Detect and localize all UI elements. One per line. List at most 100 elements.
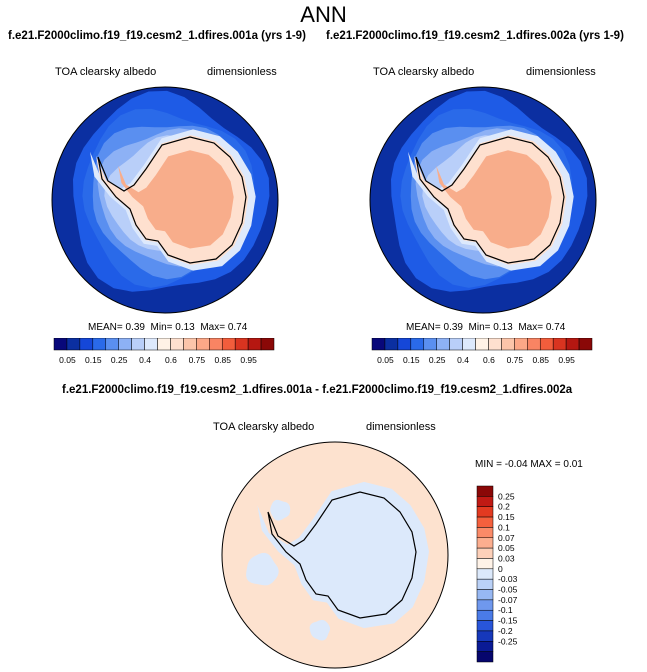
panel-3-max: 0.01 xyxy=(563,459,583,470)
colorbar-label: 0 xyxy=(498,564,503,574)
coastline xyxy=(415,136,565,264)
colorbar-swatch xyxy=(209,338,223,351)
colorbar-swatch xyxy=(476,485,494,497)
colorbar-swatch xyxy=(131,338,145,351)
colorbar-swatch xyxy=(552,338,567,351)
colorbar-swatch xyxy=(449,338,463,351)
panel-1-max: 0.74 xyxy=(227,322,248,333)
panel-1-min-label: Min= xyxy=(150,322,173,333)
colorbar-swatch xyxy=(527,338,541,351)
colorbar-label: 0.25 xyxy=(429,355,446,365)
panel-1-mean: 0.39 xyxy=(125,322,145,333)
coastline xyxy=(97,136,247,264)
coastline xyxy=(267,491,417,619)
panel-2-mean: 0.39 xyxy=(443,322,463,333)
negative-difference-patch xyxy=(246,552,279,586)
colorbar-label: 0.95 xyxy=(558,355,575,365)
panel-1-mean-label: MEAN= xyxy=(88,322,123,333)
colorbar-swatch xyxy=(144,338,158,351)
colorbar-label: -0.03 xyxy=(498,574,518,584)
map-border xyxy=(369,86,597,314)
colorbar-swatch xyxy=(384,338,399,351)
colorbar-swatch xyxy=(92,338,107,351)
map-border xyxy=(51,86,279,314)
colorbar-label: 0.05 xyxy=(377,355,394,365)
panel-2-min-label: Min= xyxy=(468,322,491,333)
colorbar-swatch xyxy=(476,620,494,632)
panel-3-polar-map xyxy=(221,441,449,669)
colorbar-swatch xyxy=(247,338,262,351)
colorbar-swatch xyxy=(462,338,476,351)
panel-3-title: f.e21.F2000climo.f19_f19.cesm2_1.dfires.… xyxy=(62,384,573,396)
colorbar-label: 0.25 xyxy=(111,355,128,365)
panel-3-min: -0.04 xyxy=(504,459,528,470)
panel-2-colorbar: 0.05 0.15 0.25 0.4 0.6 0.75 0.85 0.95 xyxy=(371,338,593,365)
colorbar-label: 0.4 xyxy=(139,355,151,365)
colorbar-swatch xyxy=(476,506,494,518)
colorbar-swatch xyxy=(170,338,184,351)
colorbar-swatch xyxy=(157,338,171,351)
panel-3-stats: MIN = -0.04 MAX = 0.01 xyxy=(475,459,583,470)
negative-difference-patch xyxy=(270,499,291,521)
panel-1-variable: TOA clearsky albedo xyxy=(55,66,157,78)
panel-2-title: f.e21.F2000climo.f19_f19.cesm2_1.dfires.… xyxy=(326,30,624,42)
colorbar-label: 0.03 xyxy=(498,553,515,563)
colorbar-label: 0.05 xyxy=(59,355,76,365)
panel-2-max-label: Max= xyxy=(518,322,544,333)
colorbar-label: -0.07 xyxy=(498,595,518,605)
colorbar-label: -0.25 xyxy=(498,636,518,646)
colorbar-label: -0.1 xyxy=(498,605,513,615)
colorbar-label: 0.1 xyxy=(498,522,510,532)
colorbar-swatch xyxy=(260,338,275,351)
panel-2-max: 0.74 xyxy=(545,322,566,333)
colorbar-label: 0.75 xyxy=(189,355,206,365)
colorbar-swatch xyxy=(565,338,580,351)
panel-2-min: 0.13 xyxy=(493,322,513,333)
colorbar-swatch xyxy=(476,527,494,539)
colorbar-swatch xyxy=(423,338,437,351)
colorbar-swatch xyxy=(476,568,494,580)
panel-1-units: dimensionless xyxy=(207,66,277,78)
panel-3-max-label: MAX = xyxy=(530,459,561,470)
colorbar-swatch xyxy=(476,630,494,642)
panel-3-variable: TOA clearsky albedo xyxy=(213,421,315,433)
panel-2-stats: MEAN= 0.39 Min= 0.13 Max= 0.74 xyxy=(406,322,565,333)
colorbar-label: 0.15 xyxy=(85,355,102,365)
colorbar-swatch xyxy=(501,338,515,351)
panel-1-max-label: Max= xyxy=(200,322,226,333)
colorbar-swatch xyxy=(475,338,489,351)
colorbar-swatch xyxy=(196,338,210,351)
map-border xyxy=(221,441,449,669)
colorbar-label: 0.85 xyxy=(214,355,231,365)
colorbar-label: 0.15 xyxy=(498,512,515,522)
colorbar-swatch xyxy=(476,609,494,621)
albedo-zone-0.74 xyxy=(118,150,234,249)
colorbar-label: 0.6 xyxy=(483,355,495,365)
colorbar-swatch xyxy=(436,338,450,351)
page-title: ANN xyxy=(300,2,347,27)
colorbar-swatch xyxy=(578,338,593,351)
albedo-zone-0.74 xyxy=(436,150,552,249)
colorbar-swatch xyxy=(476,496,494,507)
colorbar-label: 0.6 xyxy=(165,355,177,365)
colorbar-swatch xyxy=(221,338,236,351)
colorbar-swatch xyxy=(476,537,494,549)
panel-3-units: dimensionless xyxy=(366,421,436,433)
colorbar-swatch xyxy=(183,338,197,351)
colorbar-swatch xyxy=(476,558,494,570)
colorbar-label: -0.2 xyxy=(498,626,513,636)
colorbar-swatch xyxy=(105,338,119,351)
panel-1-stats: MEAN= 0.39 Min= 0.13 Max= 0.74 xyxy=(88,322,247,333)
colorbar-swatch xyxy=(539,338,554,351)
colorbar-swatch xyxy=(397,338,412,351)
panel-3-colorbar: 0.250.20.150.10.070.050.030-0.03-0.05-0.… xyxy=(476,485,518,663)
colorbar-label: 0.25 xyxy=(498,491,515,501)
colorbar-label: 0.95 xyxy=(240,355,257,365)
colorbar-label: 0.15 xyxy=(403,355,420,365)
colorbar-swatch xyxy=(476,547,494,559)
colorbar-swatch xyxy=(488,338,502,351)
colorbar-swatch xyxy=(476,589,494,601)
panel-1-title: f.e21.F2000climo.f19_f19.cesm2_1.dfires.… xyxy=(8,30,306,42)
negative-difference-patch xyxy=(376,505,405,534)
panel-2-variable: TOA clearsky albedo xyxy=(373,66,475,78)
